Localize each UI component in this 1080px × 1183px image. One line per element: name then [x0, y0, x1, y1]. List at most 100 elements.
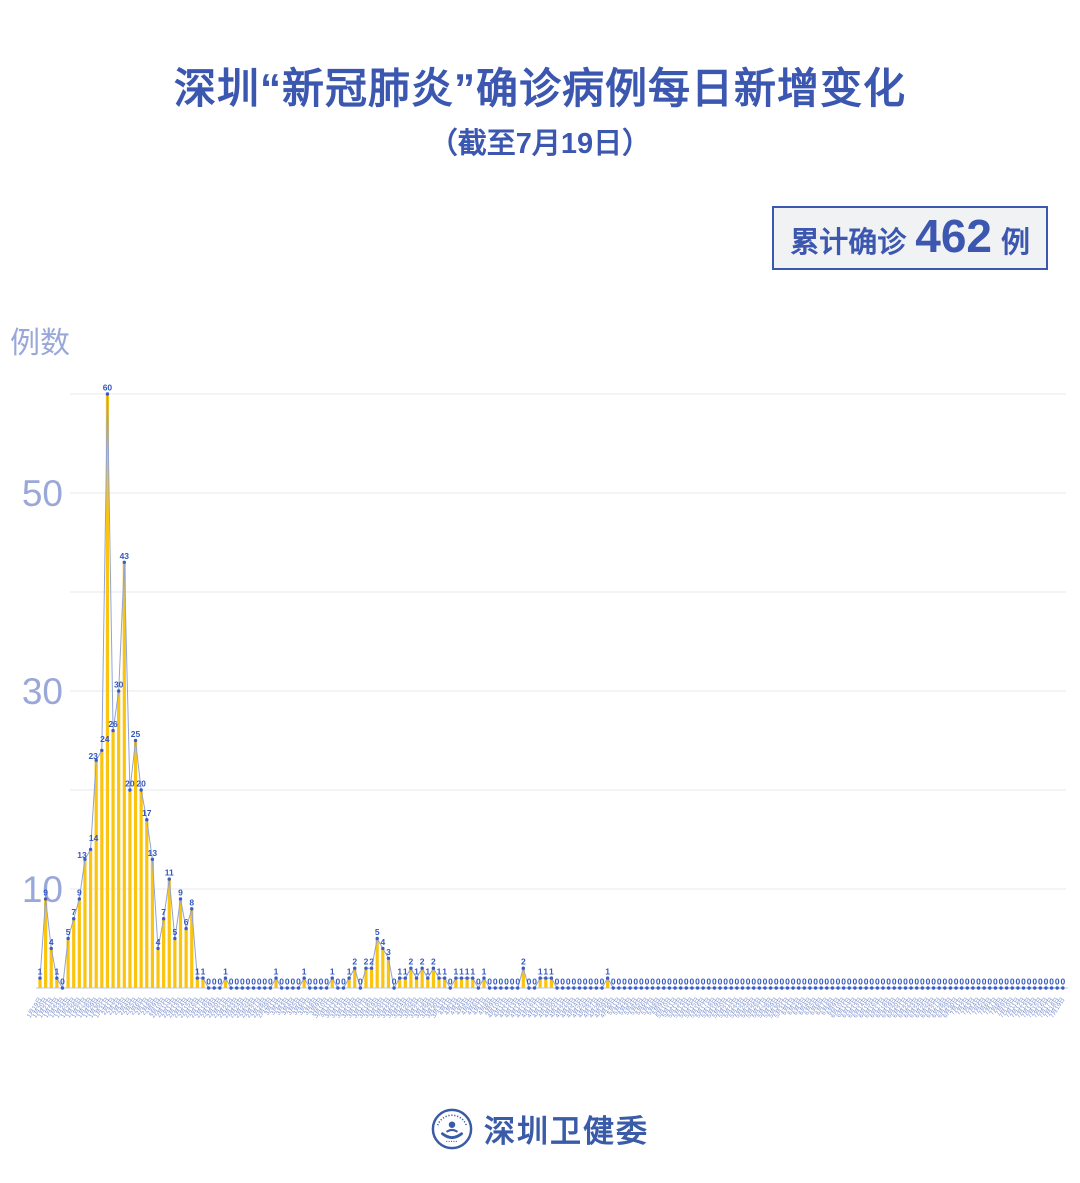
svg-text:0: 0: [532, 977, 537, 987]
svg-text:0: 0: [358, 977, 363, 987]
svg-text:0: 0: [1038, 977, 1043, 987]
svg-text:30: 30: [114, 680, 124, 690]
svg-text:0: 0: [982, 977, 987, 987]
svg-text:0: 0: [504, 977, 509, 987]
svg-text:0: 0: [987, 977, 992, 987]
svg-text:0: 0: [628, 977, 633, 987]
svg-text:0: 0: [909, 977, 914, 987]
svg-text:4: 4: [49, 937, 54, 947]
badge-value: 462: [915, 210, 992, 262]
svg-text:0: 0: [313, 977, 318, 987]
svg-text:0: 0: [341, 977, 346, 987]
svg-text:0: 0: [510, 977, 515, 987]
svg-text:0: 0: [616, 977, 621, 987]
svg-text:0: 0: [1010, 977, 1015, 987]
svg-text:0: 0: [319, 977, 324, 987]
svg-text:0: 0: [729, 977, 734, 987]
svg-text:50: 50: [22, 473, 63, 514]
svg-text:0: 0: [217, 977, 222, 987]
svg-text:1: 1: [274, 967, 279, 977]
svg-text:0: 0: [965, 977, 970, 987]
svg-text:0: 0: [291, 977, 296, 987]
page-title: 深圳“新冠肺炎”确诊病例每日新增变化: [173, 65, 906, 112]
svg-text:0: 0: [914, 977, 919, 987]
value-labels: 1941057913142324602630432025201713471159…: [38, 383, 1066, 987]
y-tick-labels: 10 30 50: [22, 473, 63, 910]
svg-text:0: 0: [735, 977, 740, 987]
svg-text:0: 0: [768, 977, 773, 987]
svg-text:1: 1: [538, 967, 543, 977]
health-commission-logo-icon: [431, 1108, 473, 1149]
svg-text:0: 0: [262, 977, 267, 987]
svg-text:0: 0: [667, 977, 672, 987]
x-date-labels: 1月19日1月20日1月21日1月22日1月23日1月24日1月25日1月26日…: [26, 996, 1067, 1019]
svg-text:0: 0: [600, 977, 605, 987]
svg-text:26: 26: [108, 719, 118, 729]
svg-text:0: 0: [572, 977, 577, 987]
svg-text:1: 1: [201, 967, 206, 977]
svg-text:7: 7: [71, 907, 76, 917]
svg-text:1: 1: [470, 967, 475, 977]
svg-text:0: 0: [813, 977, 818, 987]
svg-text:0: 0: [588, 977, 593, 987]
svg-text:0: 0: [926, 977, 931, 987]
badge-suffix: 例: [1000, 227, 1030, 259]
svg-text:1: 1: [543, 967, 548, 977]
svg-text:0: 0: [498, 977, 503, 987]
svg-text:0: 0: [650, 977, 655, 987]
svg-text:1: 1: [442, 967, 447, 977]
svg-text:0: 0: [251, 977, 256, 987]
svg-text:0: 0: [920, 977, 925, 987]
svg-text:0: 0: [212, 977, 217, 987]
svg-text:24: 24: [100, 734, 110, 744]
badge-prefix: 累计确诊: [790, 227, 907, 259]
svg-text:0: 0: [903, 977, 908, 987]
svg-text:0: 0: [779, 977, 784, 987]
svg-text:60: 60: [103, 383, 113, 393]
svg-text:1: 1: [414, 967, 419, 977]
svg-text:0: 0: [718, 977, 723, 987]
y-axis-title: 例数: [10, 327, 70, 360]
svg-text:0: 0: [594, 977, 599, 987]
svg-text:0: 0: [555, 977, 560, 987]
svg-text:0: 0: [701, 977, 706, 987]
svg-text:0: 0: [937, 977, 942, 987]
svg-text:1: 1: [54, 967, 59, 977]
svg-text:1: 1: [459, 967, 464, 977]
svg-text:0: 0: [869, 977, 874, 987]
svg-text:0: 0: [656, 977, 661, 987]
svg-text:0: 0: [897, 977, 902, 987]
svg-text:20: 20: [136, 779, 146, 789]
svg-text:1: 1: [223, 967, 228, 977]
svg-text:0: 0: [954, 977, 959, 987]
svg-text:0: 0: [673, 977, 678, 987]
svg-text:0: 0: [335, 977, 340, 987]
footer-org-name: 深圳卫健委: [484, 1114, 649, 1149]
svg-text:0: 0: [1032, 977, 1037, 987]
svg-text:13: 13: [77, 850, 87, 860]
svg-text:13: 13: [148, 848, 158, 858]
svg-text:0: 0: [1044, 977, 1049, 987]
svg-text:0: 0: [476, 977, 481, 987]
svg-text:0: 0: [577, 977, 582, 987]
svg-text:1: 1: [195, 967, 200, 977]
svg-text:0: 0: [796, 977, 801, 987]
svg-text:0: 0: [645, 977, 650, 987]
svg-text:0: 0: [279, 977, 284, 987]
svg-text:0: 0: [830, 977, 835, 987]
svg-text:0: 0: [487, 977, 492, 987]
gridlines: [70, 393, 1066, 890]
svg-text:1: 1: [454, 967, 459, 977]
svg-text:2: 2: [409, 957, 414, 967]
svg-text:2: 2: [420, 957, 425, 967]
svg-text:0: 0: [324, 977, 329, 987]
svg-text:0: 0: [886, 977, 891, 987]
svg-text:0: 0: [684, 977, 689, 987]
svg-text:0: 0: [819, 977, 824, 987]
svg-text:30: 30: [22, 671, 63, 712]
svg-text:0: 0: [493, 977, 498, 987]
svg-text:11: 11: [165, 868, 174, 878]
svg-text:0: 0: [296, 977, 301, 987]
svg-text:0: 0: [791, 977, 796, 987]
